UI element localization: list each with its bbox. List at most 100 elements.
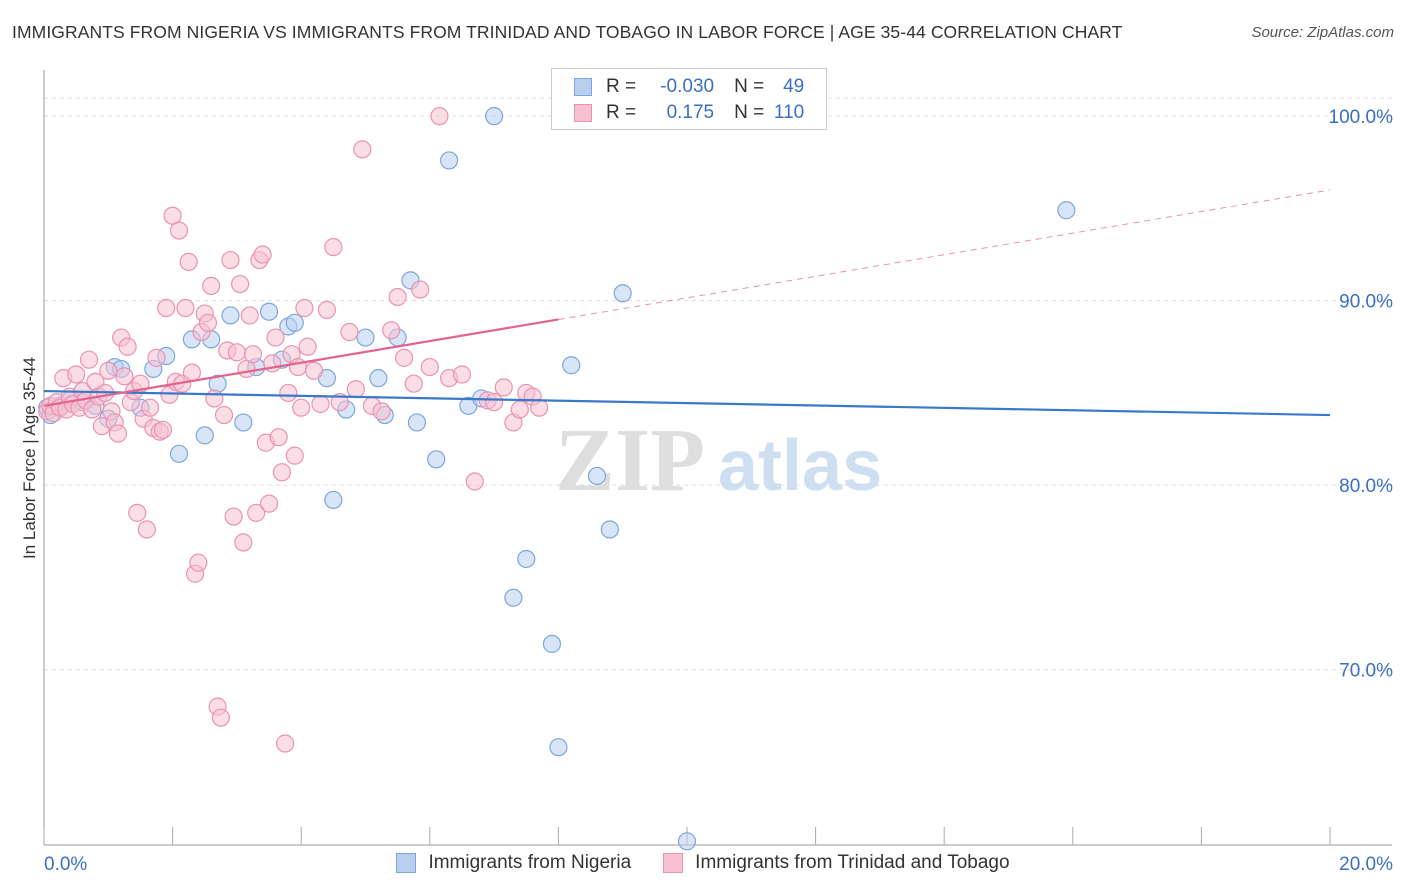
series-legend: Immigrants from Nigeria Immigrants from … <box>0 852 1406 874</box>
data-point <box>205 389 224 408</box>
chart-title: IMMIGRANTS FROM NIGERIA VS IMMIGRANTS FR… <box>12 22 1123 42</box>
data-point <box>234 533 253 552</box>
legend-swatch-trinidad <box>574 104 592 122</box>
data-point <box>140 398 160 417</box>
data-point <box>452 365 472 384</box>
data-point <box>465 472 484 491</box>
data-point <box>427 450 446 469</box>
data-point <box>240 306 259 325</box>
data-point <box>79 350 99 369</box>
data-point <box>179 252 198 272</box>
data-point <box>587 466 607 486</box>
legend-n-label: N = <box>734 76 765 97</box>
data-point <box>494 378 513 397</box>
data-point <box>330 393 349 412</box>
data-point <box>243 345 263 364</box>
data-point <box>227 343 246 362</box>
legend-swatch-nigeria <box>396 853 417 873</box>
series-trinidad-points <box>38 107 549 753</box>
data-point <box>279 383 298 403</box>
legend-n-label: N = <box>734 102 765 123</box>
data-point <box>198 313 218 332</box>
data-point <box>485 393 504 412</box>
data-point <box>231 274 250 294</box>
data-point <box>388 287 407 307</box>
data-point <box>128 503 147 522</box>
data-point <box>439 151 459 170</box>
tick-labels: 70.0% 80.0% 90.0% 100.0% 0.0% 20.0% In Labor F… <box>20 107 1393 875</box>
data-point <box>189 553 208 572</box>
data-point <box>285 313 304 332</box>
data-point <box>562 356 581 375</box>
data-point <box>407 413 427 432</box>
data-point <box>157 298 176 318</box>
data-point <box>504 588 523 607</box>
data-point <box>147 348 166 367</box>
x-tick-label: 20.0% <box>1339 854 1393 875</box>
data-point <box>510 400 529 419</box>
data-point <box>382 321 401 340</box>
data-point <box>613 284 632 303</box>
data-point <box>108 424 128 443</box>
trend-lines <box>43 189 1331 417</box>
data-point <box>253 245 272 264</box>
data-point <box>211 708 230 727</box>
data-point <box>259 302 279 321</box>
data-point <box>549 738 568 757</box>
data-point <box>1057 201 1076 220</box>
data-point <box>677 832 697 851</box>
legend-item-trinidad[interactable]: Immigrants from Trinidad and Tobago <box>663 852 1010 874</box>
source-credit: Source: ZipAtlas.com <box>1251 24 1394 41</box>
data-point <box>311 394 330 414</box>
data-point <box>530 398 549 417</box>
data-point <box>118 337 137 356</box>
data-point <box>115 367 134 386</box>
data-point <box>153 420 173 439</box>
data-point <box>202 276 221 295</box>
data-point <box>266 328 285 347</box>
data-point <box>404 374 423 393</box>
data-point <box>221 250 240 270</box>
legend-swatch-nigeria <box>574 78 592 96</box>
data-point <box>411 280 430 299</box>
data-point <box>353 140 372 159</box>
legend-r-value: 0.175 <box>666 102 715 123</box>
y-tick-label: 80.0% <box>1339 476 1393 497</box>
data-point <box>356 328 375 347</box>
data-point <box>346 380 365 399</box>
legend-n-value: 49 <box>783 76 805 97</box>
data-point <box>324 490 343 510</box>
y-tick-label: 100.0% <box>1329 107 1394 128</box>
data-point <box>517 549 536 569</box>
y-axis-label: In Labor Force | Age 35-44 <box>20 357 39 559</box>
grid-lines <box>44 97 1392 671</box>
data-point <box>485 107 504 126</box>
data-point <box>542 634 562 653</box>
data-point <box>298 337 317 356</box>
axes <box>43 70 1392 846</box>
data-point <box>221 306 240 325</box>
legend-r-label: R = <box>606 102 637 123</box>
data-point <box>259 494 279 513</box>
data-point <box>295 298 314 318</box>
data-point <box>247 503 266 522</box>
legend-row-nigeria: R = -0.030 N = 49 <box>574 75 804 99</box>
watermark-atlas: atlas <box>718 426 882 506</box>
legend-r-value: -0.030 <box>660 76 715 97</box>
data-point <box>340 322 359 342</box>
legend-item-nigeria[interactable]: Immigrants from Nigeria <box>396 852 631 874</box>
data-point <box>420 357 439 377</box>
correlation-legend: R = -0.030 N = 49 R = 0.175 N = 110 <box>551 68 827 130</box>
data-point <box>369 369 388 388</box>
watermark: ZIP atlas <box>555 411 882 510</box>
data-point <box>214 405 234 425</box>
legend-r-label: R = <box>606 76 637 97</box>
data-point <box>324 238 343 257</box>
data-point <box>176 298 195 318</box>
legend-label-trinidad: Immigrants from Trinidad and Tobago <box>695 852 1010 873</box>
data-point <box>600 520 619 539</box>
legend-n-value: 110 <box>773 102 805 123</box>
data-point <box>169 221 189 240</box>
data-point <box>276 734 295 753</box>
y-tick-label: 70.0% <box>1339 661 1393 682</box>
